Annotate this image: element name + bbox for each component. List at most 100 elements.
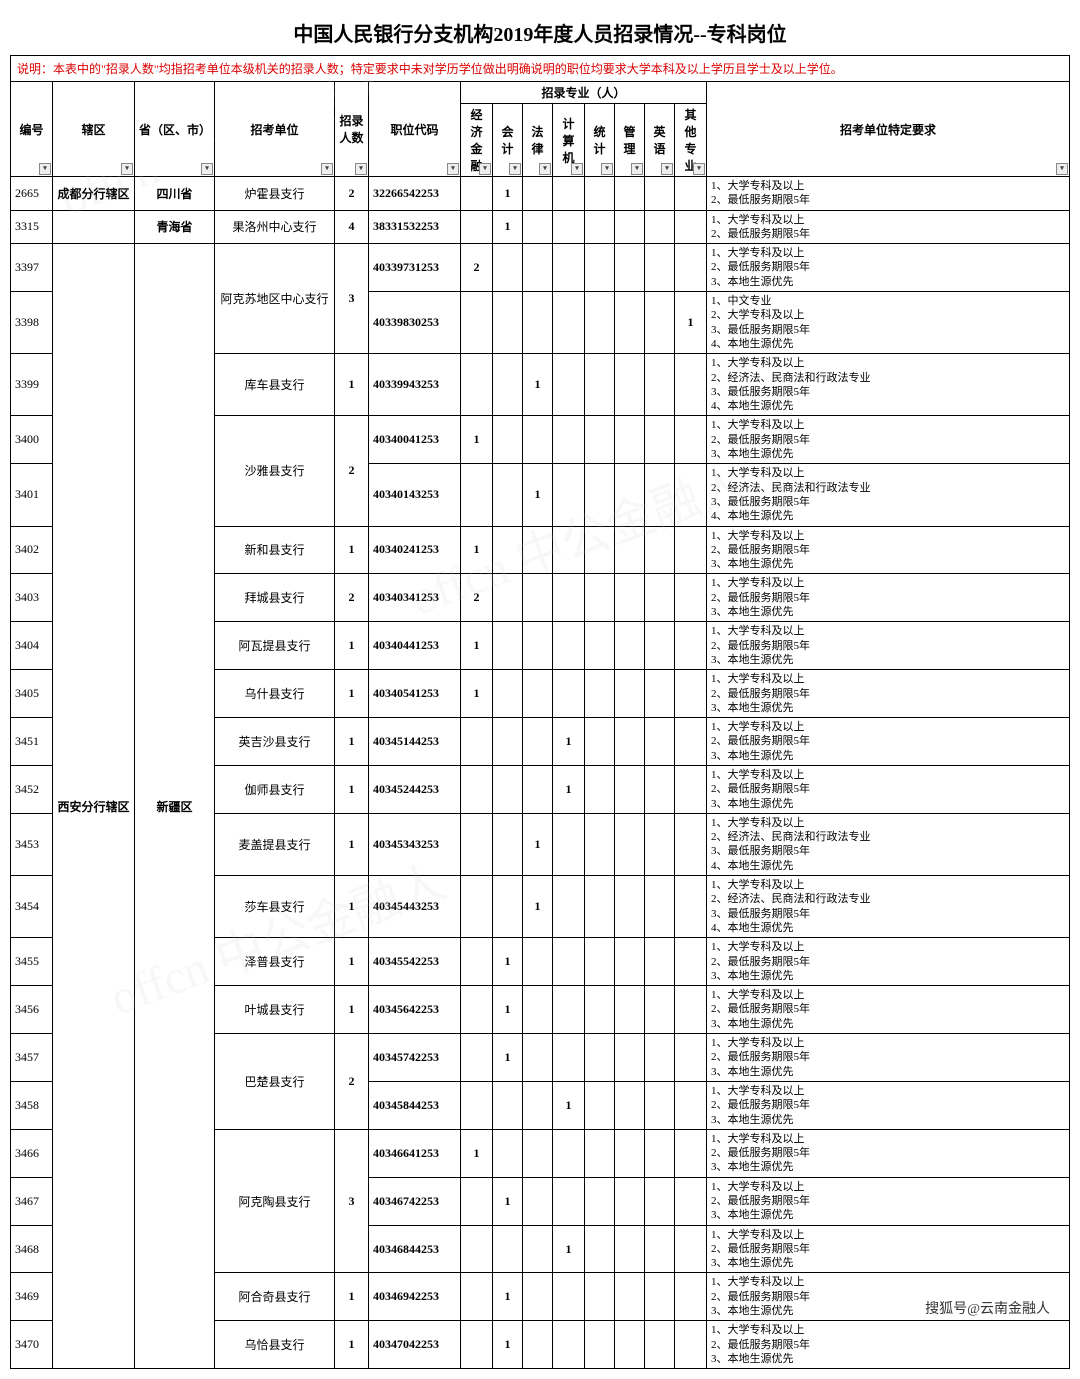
col-unit[interactable]: 招考单位▾ <box>215 82 335 177</box>
table-cell: 1 <box>335 813 369 875</box>
table-cell <box>585 1177 615 1225</box>
filter-icon[interactable]: ▾ <box>539 163 551 175</box>
table-cell <box>645 622 675 670</box>
table-cell <box>461 876 493 938</box>
table-cell <box>675 718 707 766</box>
table-cell <box>585 986 615 1034</box>
filter-icon[interactable]: ▾ <box>201 163 213 175</box>
req-cell: 1、大学专科及以上2、最低服务期限5年3、本地生源优先 <box>707 1081 1070 1129</box>
filter-icon[interactable]: ▾ <box>321 163 333 175</box>
filter-icon[interactable]: ▾ <box>39 163 51 175</box>
filter-icon[interactable]: ▾ <box>631 163 643 175</box>
table-cell <box>553 292 585 354</box>
col-m5[interactable]: 统计▾ <box>585 104 615 177</box>
table-cell: 阿合奇县支行 <box>215 1273 335 1321</box>
table-cell <box>553 416 585 464</box>
table-cell: 3400 <box>11 416 53 464</box>
col-m2[interactable]: 会计▾ <box>493 104 523 177</box>
table-cell <box>523 1081 553 1129</box>
table-cell <box>645 938 675 986</box>
col-m7[interactable]: 英语▾ <box>645 104 675 177</box>
table-cell <box>585 574 615 622</box>
col-m1[interactable]: 经济金融▾ <box>461 104 493 177</box>
table-cell <box>585 354 615 416</box>
req-cell: 1、大学专科及以上2、最低服务期限5年3、本地生源优先 <box>707 1177 1070 1225</box>
filter-icon[interactable]: ▾ <box>661 163 673 175</box>
filter-icon[interactable]: ▾ <box>1056 163 1068 175</box>
table-cell: 1 <box>335 622 369 670</box>
filter-icon[interactable]: ▾ <box>693 163 705 175</box>
table-cell <box>461 938 493 986</box>
table-cell: 3469 <box>11 1273 53 1321</box>
table-cell: 38331532253 <box>369 210 461 244</box>
filter-icon[interactable]: ▾ <box>355 163 367 175</box>
col-m4[interactable]: 计算机▾ <box>553 104 585 177</box>
table-cell <box>461 1081 493 1129</box>
table-cell: 阿瓦提县支行 <box>215 622 335 670</box>
unit-cell: 巴楚县支行 <box>215 1034 335 1130</box>
table-cell <box>675 354 707 416</box>
table-cell <box>645 574 675 622</box>
unit-cell: 沙雅县支行 <box>215 416 335 526</box>
filter-icon[interactable]: ▾ <box>121 163 133 175</box>
table-cell <box>645 1177 675 1225</box>
table-cell: 3466 <box>11 1129 53 1177</box>
table-cell <box>645 292 675 354</box>
table-cell <box>553 1273 585 1321</box>
table-cell <box>523 574 553 622</box>
table-cell <box>461 1225 493 1273</box>
page-title: 中国人民银行分支机构2019年度人员招录情况--专科岗位 <box>10 10 1070 55</box>
col-req[interactable]: 招考单位特定要求▾ <box>707 82 1070 177</box>
table-cell <box>493 416 523 464</box>
table-cell: 40340341253 <box>369 574 461 622</box>
table-cell: 果洛州中心支行 <box>215 210 335 244</box>
table-cell <box>645 1321 675 1369</box>
table-cell: 40345844253 <box>369 1081 461 1129</box>
req-cell: 1、大学专科及以上2、最低服务期限5年3、本地生源优先 <box>707 1034 1070 1082</box>
table-cell: 1 <box>461 670 493 718</box>
table-cell: 1 <box>335 718 369 766</box>
table-cell: 40339943253 <box>369 354 461 416</box>
filter-icon[interactable]: ▾ <box>509 163 521 175</box>
table-cell <box>675 1129 707 1177</box>
col-prov[interactable]: 省（区、市）▾ <box>135 82 215 177</box>
filter-icon[interactable]: ▾ <box>601 163 613 175</box>
table-cell <box>645 986 675 1034</box>
filter-icon[interactable]: ▾ <box>447 163 459 175</box>
table-cell <box>493 718 523 766</box>
table-cell: 3468 <box>11 1225 53 1273</box>
table-cell <box>645 1129 675 1177</box>
table-cell: 3467 <box>11 1177 53 1225</box>
col-id[interactable]: 编号▾ <box>11 82 53 177</box>
col-area[interactable]: 辖区▾ <box>53 82 135 177</box>
table-cell <box>675 574 707 622</box>
table-cell <box>493 1129 523 1177</box>
col-m8[interactable]: 其他专业▾ <box>675 104 707 177</box>
table-cell <box>523 938 553 986</box>
req-cell: 1、大学专科及以上2、最低服务期限5年3、本地生源优先 <box>707 574 1070 622</box>
col-count[interactable]: 招录人数▾ <box>335 82 369 177</box>
col-code[interactable]: 职位代码▾ <box>369 82 461 177</box>
col-m3[interactable]: 法律▾ <box>523 104 553 177</box>
req-cell: 1、大学专科及以上2、最低服务期限5年3、本地生源优先 <box>707 526 1070 574</box>
table-cell <box>553 210 585 244</box>
table-cell: 1 <box>493 986 523 1034</box>
table-cell <box>493 526 523 574</box>
table-cell: 1 <box>335 986 369 1034</box>
table-cell <box>461 718 493 766</box>
table-cell: 1 <box>553 765 585 813</box>
table-cell <box>645 177 675 211</box>
table-cell <box>645 670 675 718</box>
table-cell <box>523 622 553 670</box>
table-cell: 1 <box>523 354 553 416</box>
table-cell: 1 <box>461 1129 493 1177</box>
req-cell: 1、大学专科及以上2、最低服务期限5年3、本地生源优先 <box>707 718 1070 766</box>
filter-icon[interactable]: ▾ <box>571 163 583 175</box>
col-m6[interactable]: 管理▾ <box>615 104 645 177</box>
filter-icon[interactable]: ▾ <box>479 163 491 175</box>
table-cell <box>493 876 523 938</box>
table-cell <box>675 765 707 813</box>
table-cell <box>553 526 585 574</box>
table-cell: 泽普县支行 <box>215 938 335 986</box>
table-cell: 3456 <box>11 986 53 1034</box>
